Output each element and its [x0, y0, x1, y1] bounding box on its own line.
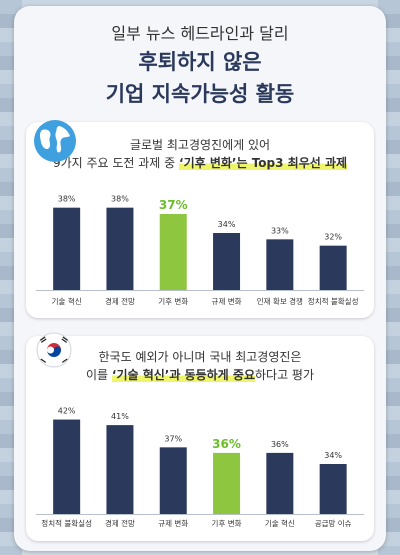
bar-value-label: 33% — [271, 226, 289, 235]
global-chart-title-line1: 글로벌 최고경영진에게 있어 — [129, 138, 271, 152]
bar-value-label: 41% — [111, 412, 129, 421]
category-label: 기술 혁신 — [52, 297, 82, 306]
category-label: 인재 확보 경쟁 — [257, 296, 303, 306]
korea-flag-icon — [36, 332, 72, 368]
bar-korea-2 — [159, 447, 187, 514]
bar-value-label: 38% — [111, 195, 129, 204]
infographic-panel: 일부 뉴스 헤드라인과 달리 후퇴하지 않은 기업 지속가능성 활동 글로벌 최… — [14, 6, 386, 551]
bar-global-2 — [159, 214, 187, 290]
bar-value-label: 38% — [58, 195, 76, 204]
category-label: 기후 변화 — [158, 297, 188, 306]
global-bar-chart: 38% 기술 혁신 38% 경제 전망 37% 기후 변화 34% 규제 변화 33% 인재 확보… — [36, 195, 364, 306]
category-label: 기술 혁신 — [265, 519, 295, 528]
bar-korea-3 — [213, 452, 241, 514]
category-label: 규제 변화 — [212, 297, 242, 306]
global-chart-title-line2: 9가지 주요 도전 과제 중 ‘기후 변화’는 Top3 최우선 과제 — [26, 154, 374, 172]
bar-global-0 — [53, 207, 81, 290]
bar-global-4 — [266, 239, 294, 290]
korea-chart-title-line2: 이를 ‘기술 혁신’과 동등하게 중요하다고 평가 — [26, 366, 374, 384]
category-label: 기후 변화 — [212, 519, 242, 528]
globe-icon — [34, 120, 76, 162]
bar-korea-4 — [266, 452, 294, 514]
header-subtitle: 일부 뉴스 헤드라인과 달리 — [111, 24, 289, 43]
bar-value-label: 36% — [271, 440, 289, 449]
bar-korea-0 — [53, 419, 81, 514]
header-title-line1: 후퇴하지 않은 — [138, 50, 262, 74]
korea-chart-title: 한국도 예외가 아니며 국내 최고경영진은 이를 ‘기술 혁신’과 동등하게 중… — [26, 348, 374, 384]
global-chart-title-highlight: ‘기후 변화’는 Top3 최우선 과제 — [179, 156, 348, 170]
category-label: 공급망 이슈 — [315, 518, 352, 528]
category-label: 정치적 불확실성 — [41, 518, 92, 528]
category-label: 경제 전망 — [105, 518, 135, 528]
bar-global-3 — [213, 233, 241, 290]
bar-value-label: 36% — [212, 437, 241, 451]
bar-global-1 — [106, 207, 134, 290]
korea-chart-card: 한국도 예외가 아니며 국내 최고경영진은 이를 ‘기술 혁신’과 동등하게 중… — [26, 336, 374, 541]
bar-global-5 — [319, 245, 347, 290]
bar-korea-5 — [319, 464, 347, 514]
korea-chart-title-line1: 한국도 예외가 아니며 국내 최고경영진은 — [98, 350, 302, 364]
korea-bar-chart: 42% 정치적 불확실성 41% 경제 전망 37% 규제 변화 36% 기후 변화 36% 기술… — [36, 407, 364, 528]
global-chart-title-prefix: 9가지 주요 도전 과제 중 — [52, 156, 180, 170]
global-chart-card: 글로벌 최고경영진에게 있어 9가지 주요 도전 과제 중 ‘기후 변화’는 T… — [26, 122, 374, 318]
bar-value-label: 37% — [159, 198, 188, 212]
korea-chart-title-highlight: ‘기술 혁신’과 동등하게 중요 — [111, 368, 255, 382]
category-label: 경제 전망 — [105, 296, 135, 306]
category-label: 정치적 불확실성 — [308, 296, 359, 306]
bar-korea-1 — [106, 425, 134, 514]
bar-value-label: 34% — [324, 451, 342, 460]
header-title-line2: 기업 지속가능성 활동 — [105, 82, 295, 106]
bar-value-label: 42% — [58, 407, 76, 416]
category-label: 규제 변화 — [158, 519, 188, 528]
bar-value-label: 34% — [218, 220, 236, 229]
korea-chart-title-prefix: 이를 — [85, 368, 112, 382]
global-chart-title: 글로벌 최고경영진에게 있어 9가지 주요 도전 과제 중 ‘기후 변화’는 T… — [26, 136, 374, 172]
bar-value-label: 32% — [324, 233, 342, 242]
korea-chart-title-suffix: 하다고 평가 — [254, 368, 314, 382]
bar-value-label: 37% — [164, 434, 182, 443]
